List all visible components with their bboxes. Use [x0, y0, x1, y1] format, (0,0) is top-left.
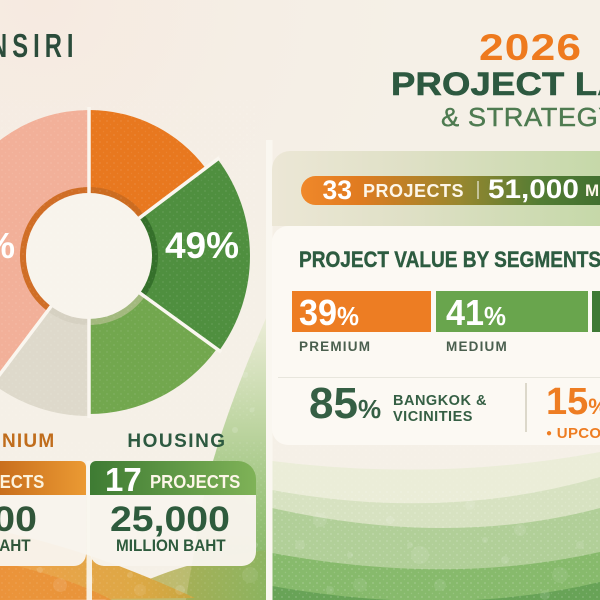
svg-text:49%: 49%	[165, 225, 239, 266]
